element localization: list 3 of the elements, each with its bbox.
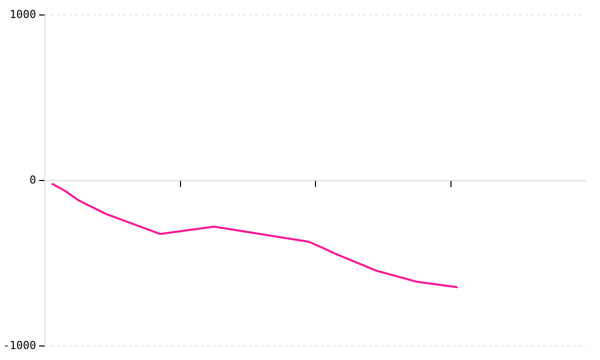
y-tick-label: 1000 [10,8,36,21]
y-tick-label: 0 [29,173,36,186]
y-tick-label: -1000 [2,338,36,352]
